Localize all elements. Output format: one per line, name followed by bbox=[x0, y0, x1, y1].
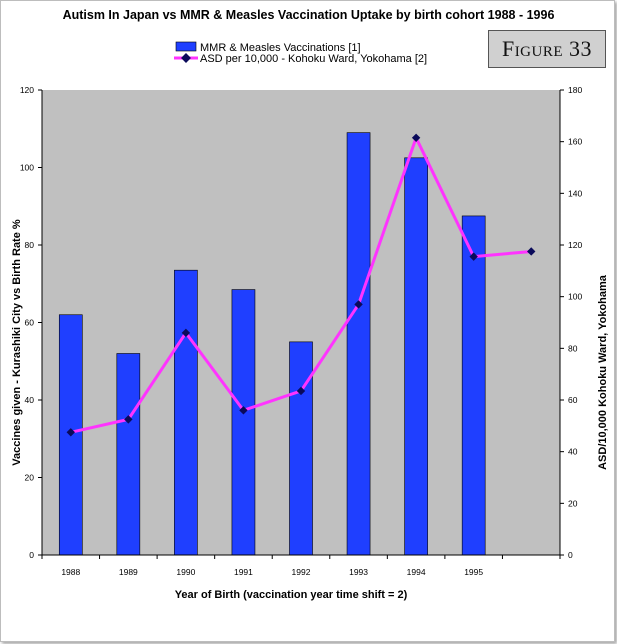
line-point bbox=[124, 415, 133, 424]
bar bbox=[346, 132, 371, 556]
x-tick-label: 1993 bbox=[349, 567, 368, 577]
y-right-tick-label: 60 bbox=[568, 395, 578, 405]
bar bbox=[116, 353, 141, 556]
chart-title: Autism In Japan vs MMR & Measles Vaccina… bbox=[62, 8, 555, 22]
line-point bbox=[181, 328, 191, 338]
legend-line-marker bbox=[181, 53, 191, 63]
figure-label-text: Figure 33 bbox=[501, 36, 593, 61]
line-point bbox=[527, 247, 536, 256]
line-point bbox=[354, 300, 363, 309]
y-right-tick-label: 80 bbox=[568, 343, 578, 353]
y-right-tick-label: 40 bbox=[568, 447, 578, 457]
y-left-tick-label: 100 bbox=[20, 163, 34, 173]
legend-bar-label: MMR & Measles Vaccinations [1] bbox=[200, 42, 361, 54]
axes: 0 20 40 60 80 100 120 0 20 40 60 80 100 120 140 160 180 1… bbox=[20, 85, 583, 577]
y-left-tick-label: 120 bbox=[20, 85, 34, 95]
line-point bbox=[411, 133, 421, 142]
line-point bbox=[296, 386, 306, 396]
y-axis-right-title: ASD/10,000 Kohoku Ward, Yokohama bbox=[597, 274, 609, 470]
line-point bbox=[469, 252, 478, 261]
bar bbox=[289, 341, 313, 556]
bar bbox=[231, 289, 256, 556]
x-axis-title: Year of Birth (vaccination year time shi… bbox=[175, 589, 408, 601]
y-left-tick-label: 80 bbox=[25, 240, 35, 250]
y-right-tick-label: 20 bbox=[568, 498, 578, 508]
y-right-tick-label: 140 bbox=[568, 188, 582, 198]
legend-bar-swatch bbox=[175, 41, 197, 52]
x-tick-label: 1989 bbox=[119, 567, 138, 577]
line-series bbox=[66, 133, 536, 437]
x-tick-label: 1990 bbox=[176, 567, 195, 577]
bar bbox=[461, 215, 486, 556]
y-right-tick-label: 100 bbox=[568, 292, 582, 302]
y-axis-left-title: Vaccines given - Kurashiki City vs Birth… bbox=[11, 219, 23, 466]
x-tick-label: 1994 bbox=[407, 567, 426, 577]
figure-label: Figure 33 bbox=[488, 30, 606, 68]
bar bbox=[404, 157, 428, 556]
x-tick-label: 1991 bbox=[234, 567, 253, 577]
legend-line-label: ASD per 10,000 - Kohoku Ward, Yokohama [… bbox=[200, 53, 427, 65]
x-tick-label: 1988 bbox=[61, 567, 80, 577]
y-right-tick-label: 120 bbox=[568, 240, 582, 250]
legend: MMR & Measles Vaccinations [1] ASD per 1… bbox=[174, 41, 427, 65]
y-left-tick-label: 40 bbox=[25, 395, 35, 405]
y-right-tick-label: 160 bbox=[568, 137, 582, 147]
bar bbox=[174, 269, 198, 556]
y-right-tick-label: 0 bbox=[568, 550, 573, 560]
y-left-tick-label: 20 bbox=[25, 473, 35, 483]
y-left-tick-label: 60 bbox=[25, 318, 35, 328]
y-left-tick-label: 0 bbox=[29, 550, 34, 560]
x-tick-label: 1992 bbox=[292, 567, 311, 577]
line-point bbox=[66, 428, 75, 437]
line-point bbox=[239, 406, 248, 415]
x-tick-label: 1995 bbox=[464, 567, 483, 577]
y-right-tick-label: 180 bbox=[568, 85, 582, 95]
